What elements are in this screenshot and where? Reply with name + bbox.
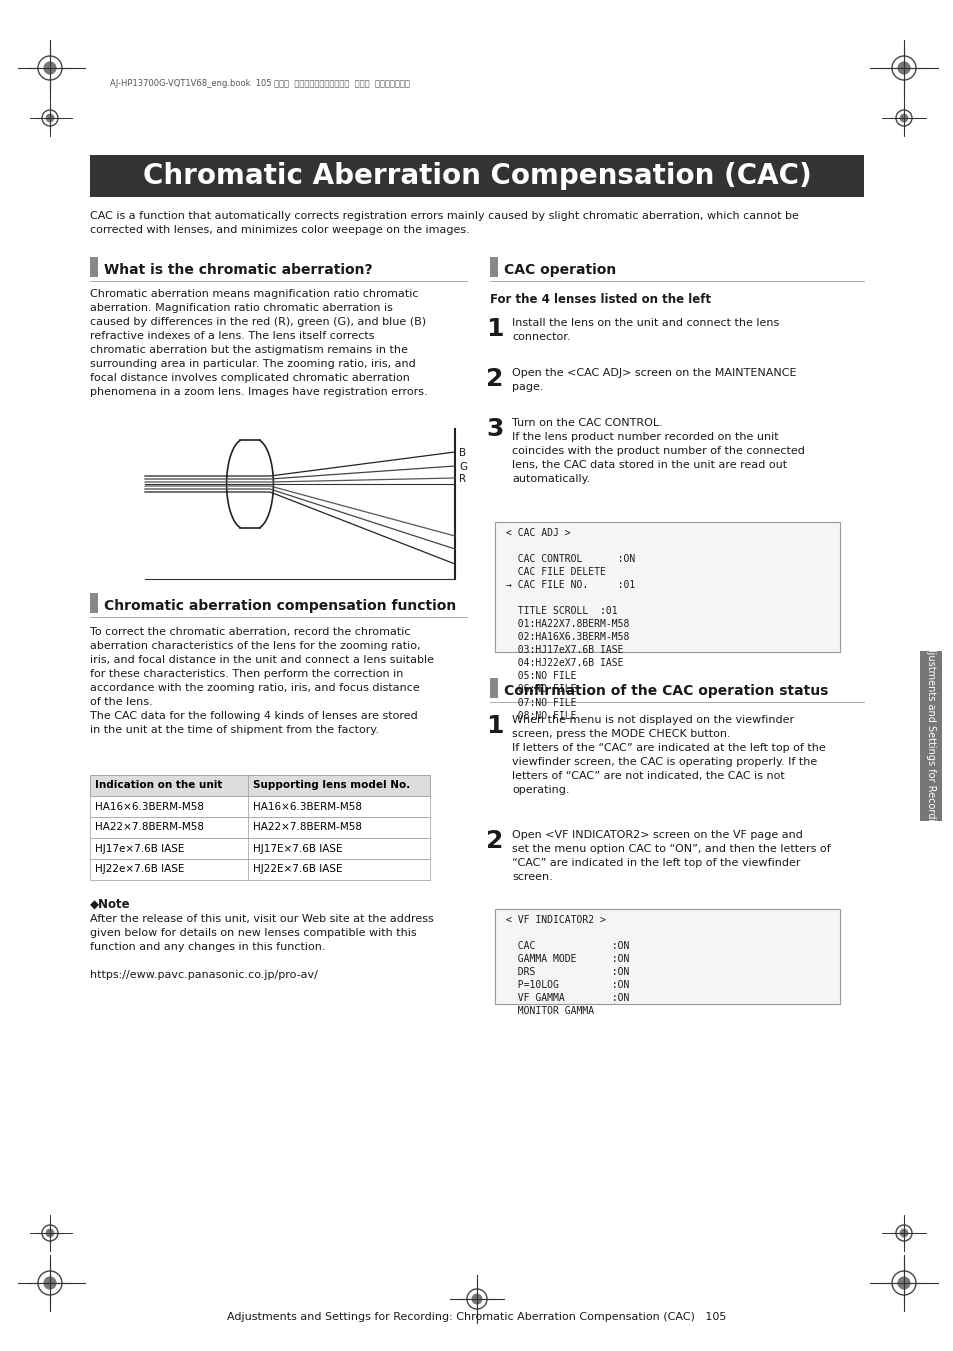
Text: For the 4 lenses listed on the left: For the 4 lenses listed on the left <box>490 293 710 305</box>
Text: < CAC ADJ >

  CAC CONTROL      :ON
  CAC FILE DELETE
→ CAC FILE NO.     :01

  : < CAC ADJ > CAC CONTROL :ON CAC FILE DEL… <box>505 528 635 720</box>
Circle shape <box>46 1228 54 1238</box>
Text: HA22×7.8BERM-M58: HA22×7.8BERM-M58 <box>95 823 204 832</box>
Text: Turn on the CAC CONTROL.
If the lens product number recorded on the unit
coincid: Turn on the CAC CONTROL. If the lens pro… <box>512 417 804 484</box>
Bar <box>90 859 430 880</box>
Text: Chromatic aberration compensation function: Chromatic aberration compensation functi… <box>104 598 456 613</box>
Text: Chromatic Aberration Compensation (CAC): Chromatic Aberration Compensation (CAC) <box>143 162 810 190</box>
Circle shape <box>899 113 907 123</box>
Text: HJ22E×7.6B IASE: HJ22E×7.6B IASE <box>253 865 342 874</box>
Bar <box>90 593 98 613</box>
Bar <box>90 257 98 277</box>
Text: 2: 2 <box>485 367 503 390</box>
Bar <box>90 838 430 859</box>
Text: When the menu is not displayed on the viewfinder
screen, press the MODE CHECK bu: When the menu is not displayed on the vi… <box>512 715 825 794</box>
Text: Supporting lens model No.: Supporting lens model No. <box>253 781 410 790</box>
Text: Install the lens on the unit and connect the lens
connector.: Install the lens on the unit and connect… <box>512 317 779 342</box>
Text: AJ-HP13700G-VQT1V68_eng.book  105 ページ  ２００８年１０月１５日  水曜日  午後６時３８分: AJ-HP13700G-VQT1V68_eng.book 105 ページ ２００… <box>110 78 410 88</box>
Text: < VF INDICATOR2 >

  CAC             :ON
  GAMMA MODE      :ON
  DRS            : < VF INDICATOR2 > CAC :ON GAMMA MODE :ON… <box>505 915 629 1016</box>
Text: 2: 2 <box>485 830 503 852</box>
Text: Open <VF INDICATOR2> screen on the VF page and
set the menu option CAC to “ON”, : Open <VF INDICATOR2> screen on the VF pa… <box>512 830 830 882</box>
Circle shape <box>897 1277 910 1290</box>
Circle shape <box>899 1228 907 1238</box>
Text: CAC operation: CAC operation <box>503 263 616 277</box>
Text: Adjustments and Settings for Recording: Adjustments and Settings for Recording <box>925 639 935 834</box>
Text: 1: 1 <box>485 713 503 738</box>
Text: After the release of this unit, visit our Web site at the address
given below fo: After the release of this unit, visit ou… <box>90 915 434 979</box>
Circle shape <box>471 1293 482 1305</box>
Circle shape <box>897 61 910 74</box>
Bar <box>495 521 840 653</box>
Text: CAC is a function that automatically corrects registration errors mainly caused : CAC is a function that automatically cor… <box>90 211 798 235</box>
Text: 1: 1 <box>485 317 503 340</box>
Text: Confirmation of the CAC operation status: Confirmation of the CAC operation status <box>503 684 827 698</box>
Text: ◆Note: ◆Note <box>90 898 131 911</box>
Text: R: R <box>458 474 466 484</box>
Text: HA16×6.3BERM-M58: HA16×6.3BERM-M58 <box>95 801 204 812</box>
Text: What is the chromatic aberration?: What is the chromatic aberration? <box>104 263 373 277</box>
Circle shape <box>46 113 54 123</box>
Bar <box>90 817 430 838</box>
Text: 3: 3 <box>485 417 503 440</box>
Text: Open the <CAC ADJ> screen on the MAINTENANCE
page.: Open the <CAC ADJ> screen on the MAINTEN… <box>512 367 796 392</box>
Circle shape <box>43 61 56 74</box>
Bar <box>90 155 863 197</box>
Bar <box>90 775 430 796</box>
Text: Chromatic aberration means magnification ratio chromatic
aberration. Magnificati: Chromatic aberration means magnification… <box>90 289 427 397</box>
Bar <box>90 796 430 817</box>
Bar <box>490 257 497 277</box>
Text: HJ17e×7.6B IASE: HJ17e×7.6B IASE <box>95 843 184 854</box>
Text: Indication on the unit: Indication on the unit <box>95 781 222 790</box>
Text: G: G <box>458 462 467 471</box>
Text: To correct the chromatic aberration, record the chromatic
aberration characteris: To correct the chromatic aberration, rec… <box>90 627 434 735</box>
Bar <box>490 678 497 698</box>
Text: HA22×7.8BERM-M58: HA22×7.8BERM-M58 <box>253 823 361 832</box>
Circle shape <box>43 1277 56 1290</box>
Bar <box>919 651 941 821</box>
Text: Adjustments and Settings for Recording: Chromatic Aberration Compensation (CAC) : Adjustments and Settings for Recording: … <box>227 1312 726 1323</box>
Text: HJ17E×7.6B IASE: HJ17E×7.6B IASE <box>253 843 342 854</box>
Text: HJ22e×7.6B IASE: HJ22e×7.6B IASE <box>95 865 184 874</box>
Text: B: B <box>458 449 466 458</box>
Text: HA16×6.3BERM-M58: HA16×6.3BERM-M58 <box>253 801 361 812</box>
Bar <box>495 909 840 1004</box>
